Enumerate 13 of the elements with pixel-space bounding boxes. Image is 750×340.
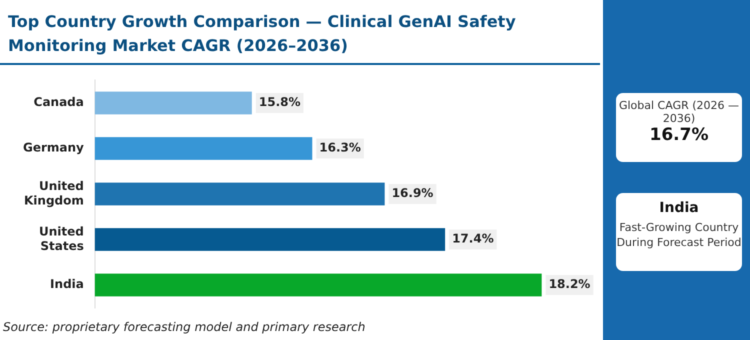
y-tick-label: United States bbox=[39, 224, 84, 253]
data-label: 17.4% bbox=[452, 232, 494, 246]
side-panel: Global CAGR (2026 — 2036) 16.7% India Fast-Growing Country During Forecast Period bbox=[603, 0, 750, 340]
chart-title: Top Country Growth Comparison — Clinical GenAI Safety Monitoring Market CAGR (2026–2036) bbox=[8, 11, 517, 57]
y-tick-label: Germany bbox=[23, 140, 84, 155]
data-label: 16.9% bbox=[392, 186, 434, 200]
data-label: 15.8% bbox=[258, 95, 301, 110]
y-tick-label: India bbox=[50, 277, 84, 292]
source-note: Source: proprietary forecasting model and primary research bbox=[3, 320, 366, 334]
data-label: 18.2% bbox=[548, 277, 590, 292]
y-tick-label: Canada bbox=[34, 95, 84, 110]
data-label: 16.3% bbox=[319, 140, 361, 155]
y-tick-label: United Kingdom bbox=[24, 178, 84, 208]
